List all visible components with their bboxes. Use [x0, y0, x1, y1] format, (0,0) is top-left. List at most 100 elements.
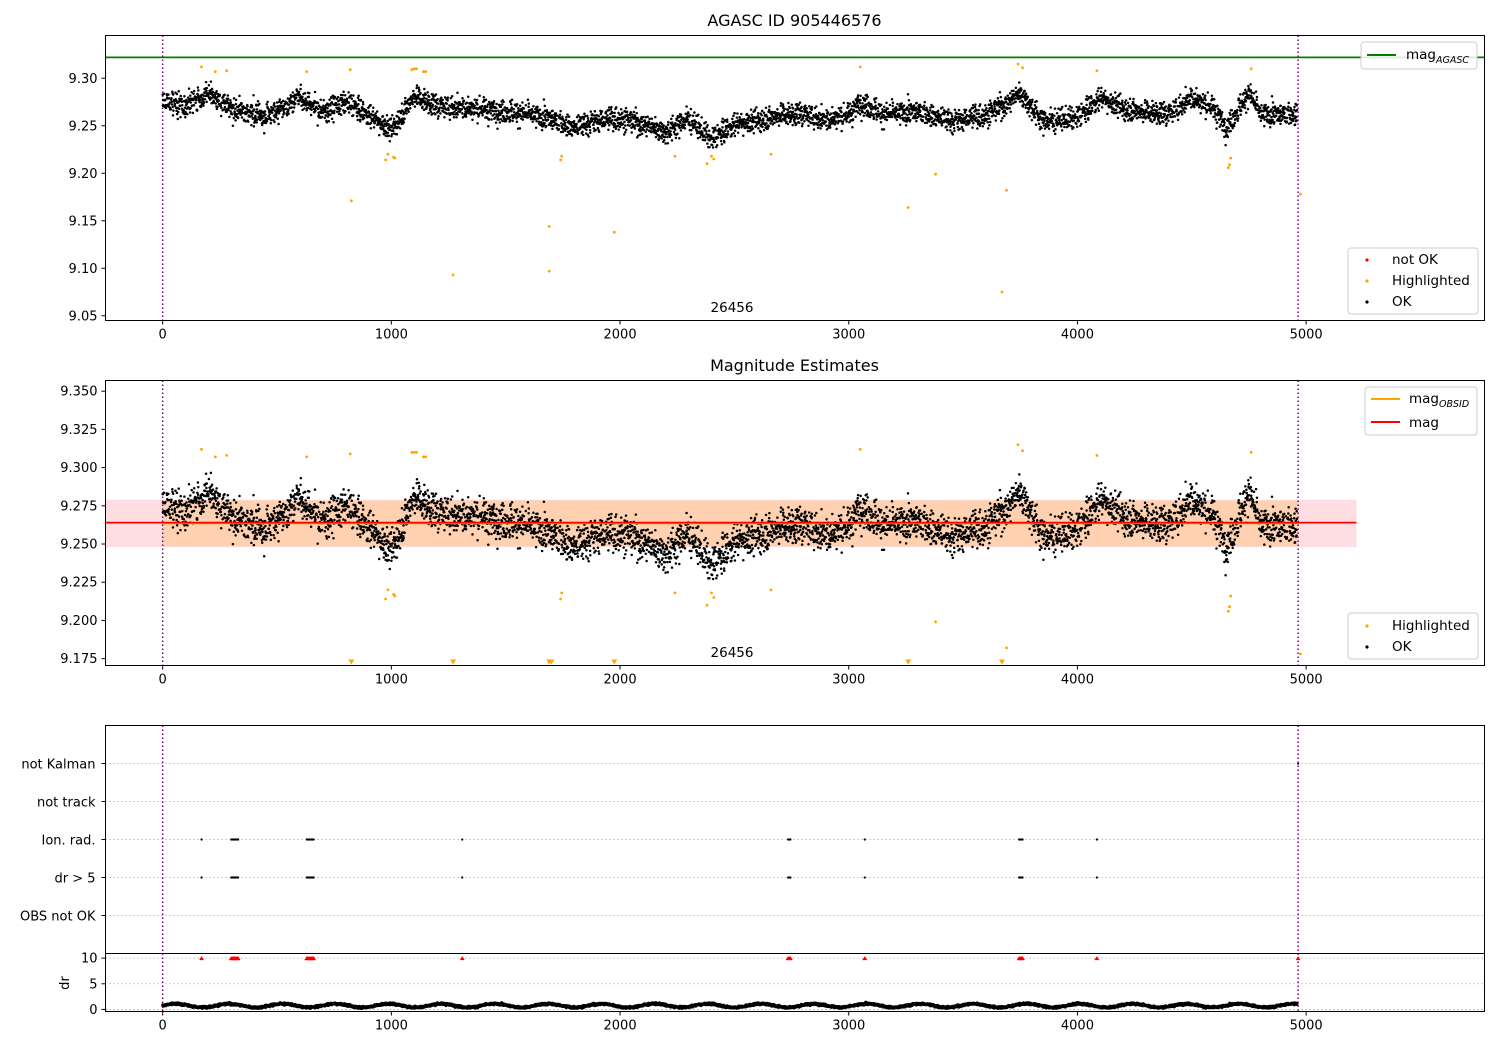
ok-point [724, 119, 727, 122]
ok-point [716, 124, 719, 127]
ok-point [565, 116, 568, 119]
ok-point [630, 111, 633, 114]
ok-point [363, 117, 366, 120]
ok-point [197, 86, 200, 89]
ok-point [680, 129, 683, 132]
ok-point [689, 114, 692, 117]
ok-point [1091, 110, 1094, 113]
ok-point [821, 125, 824, 128]
ok-point [1151, 100, 1154, 103]
ok-point [387, 132, 390, 135]
ok-point [179, 95, 182, 98]
ok-point [782, 105, 785, 108]
ok-point [889, 104, 892, 107]
ok-point [322, 105, 325, 108]
ok-point [237, 530, 240, 533]
ok-point [216, 497, 219, 500]
highlighted-point [1001, 291, 1004, 294]
ok-point [210, 472, 213, 475]
ok-point [883, 105, 886, 108]
ok-point [198, 505, 201, 508]
ok-point [208, 478, 211, 481]
ok-point [708, 130, 711, 133]
ok-point [1097, 87, 1100, 90]
ok-point [453, 104, 456, 107]
ok-point [714, 127, 717, 130]
ok-point [613, 112, 616, 115]
ok-point [1059, 115, 1062, 118]
ok-point [799, 113, 802, 116]
ok-point [235, 501, 238, 504]
ok-point [796, 113, 799, 116]
ok-point [206, 87, 209, 90]
ok-point [1123, 105, 1126, 108]
ok-point [808, 105, 811, 108]
highlighted-point [305, 70, 308, 73]
ok-point [952, 133, 955, 136]
ok-point [189, 94, 192, 97]
ok-point [968, 121, 971, 124]
ok-point [965, 109, 968, 112]
ok-point [555, 112, 558, 115]
ok-point [1148, 105, 1151, 108]
ok-point [1144, 102, 1147, 105]
ok-point [551, 128, 554, 131]
ok-point [440, 96, 443, 99]
ok-point [609, 117, 612, 120]
ok-point [766, 115, 769, 118]
ok-point [1165, 122, 1168, 125]
ok-point [1270, 108, 1273, 111]
ok-point [1164, 113, 1167, 116]
ok-point [1025, 92, 1028, 95]
ok-point [1215, 118, 1218, 121]
ok-point [1204, 118, 1207, 121]
ok-point [922, 119, 925, 122]
ok-point [1009, 101, 1012, 104]
ok-point [297, 103, 300, 106]
ok-point [473, 104, 476, 107]
ok-point [670, 118, 673, 121]
ok-point [1175, 101, 1178, 104]
ok-point [670, 133, 673, 136]
ok-point [418, 86, 421, 89]
ok-point [485, 99, 488, 102]
ok-point [253, 108, 256, 111]
ok-point [304, 92, 307, 95]
ok-point [399, 127, 402, 130]
ok-point [541, 129, 544, 132]
ok-point [257, 100, 260, 103]
ok-point [754, 108, 757, 111]
ok-point [1107, 97, 1110, 100]
ok-point [434, 113, 437, 116]
ok-point [601, 118, 604, 121]
ok-point [788, 107, 791, 110]
ok-point [816, 124, 819, 127]
ok-point [1272, 113, 1275, 116]
ok-point [317, 108, 320, 111]
ok-point [582, 134, 585, 137]
ok-point [1216, 104, 1219, 107]
ok-point [1110, 93, 1113, 96]
ok-point [1174, 115, 1177, 118]
highlighted-point [560, 155, 563, 158]
ok-point [1052, 122, 1055, 125]
highlighted-point [1005, 189, 1008, 192]
ok-point [177, 118, 180, 121]
ok-point [1075, 123, 1078, 126]
ok-point [1228, 118, 1231, 121]
highlighted-point [859, 66, 862, 69]
ok-point [500, 106, 503, 109]
ok-point [493, 113, 496, 116]
ok-point [1014, 101, 1017, 104]
ok-point [763, 111, 766, 114]
ok-point [787, 123, 790, 126]
ok-point [170, 108, 173, 111]
ok-point [174, 102, 177, 105]
ok-point [233, 97, 236, 100]
ok-point [994, 115, 997, 118]
ok-point [435, 93, 438, 96]
ok-point [767, 125, 770, 128]
ok-point [372, 110, 375, 113]
ok-point [1035, 106, 1038, 109]
ok-point [1053, 125, 1056, 128]
